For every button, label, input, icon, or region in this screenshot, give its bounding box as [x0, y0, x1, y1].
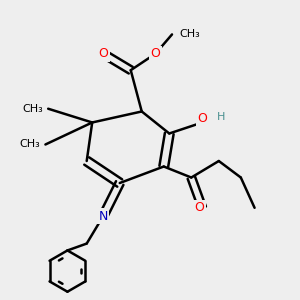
Text: O: O: [197, 112, 207, 125]
Text: N: N: [98, 209, 108, 223]
Text: O: O: [151, 47, 160, 60]
Text: CH₃: CH₃: [22, 104, 43, 114]
Text: CH₃: CH₃: [19, 140, 40, 149]
Text: O: O: [98, 47, 108, 60]
Text: H: H: [218, 112, 226, 122]
Text: O: O: [195, 201, 205, 214]
Text: CH₃: CH₃: [179, 29, 200, 39]
